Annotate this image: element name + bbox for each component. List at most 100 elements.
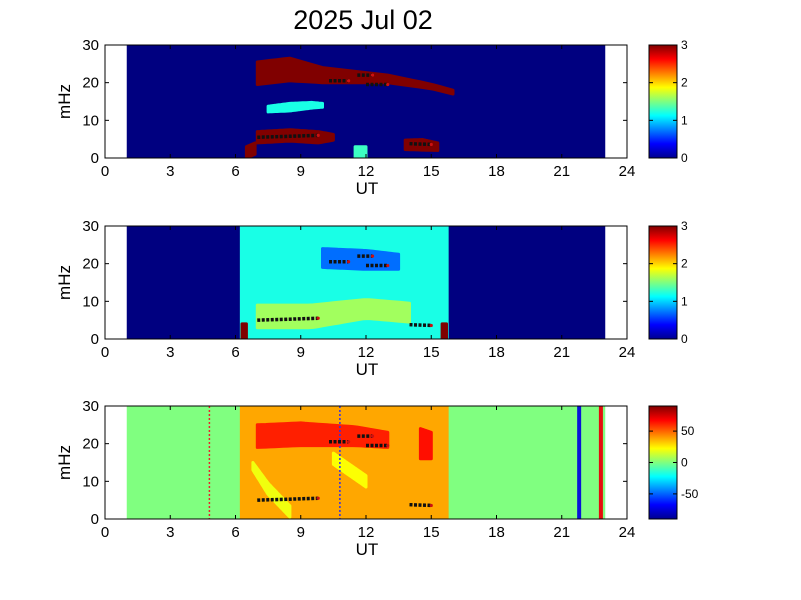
x-tick-label: 15 (423, 524, 440, 541)
marker-end (386, 263, 390, 268)
marker-end (429, 142, 433, 147)
y-axis-label: mHz (55, 445, 74, 480)
panel-3: 0 3 6 9 12 15 18 21 24 0 10 20 30 UT mHz 50 0 -50 (55, 398, 699, 559)
marker-end (370, 434, 375, 438)
colorbar-tick-label: 1 (681, 294, 688, 308)
y-tick-label: 0 (91, 511, 99, 528)
heatmap-region (251, 461, 292, 519)
x-tick-label: 24 (619, 163, 636, 180)
y-tick-label: 30 (82, 37, 99, 54)
x-axis-label: UT (356, 179, 379, 198)
x-tick-label: 6 (231, 524, 239, 541)
colorbar: 50 0 -50 (648, 405, 699, 520)
x-tick-label: 9 (297, 524, 305, 541)
marker-end (316, 496, 320, 500)
x-tick-label: 18 (488, 524, 505, 541)
marker-end (429, 503, 433, 508)
colorbar-tick-label: -50 (681, 487, 699, 501)
heatmap-region (255, 56, 455, 96)
x-tick-label: 12 (358, 344, 375, 361)
heatmap-region (403, 138, 440, 152)
marker-end (316, 133, 320, 137)
heatmap-region (255, 421, 390, 449)
x-tick-label: 6 (231, 344, 239, 361)
y-tick-label: 10 (82, 293, 99, 310)
y-tick-label: 20 (82, 436, 99, 453)
y-tick-label: 30 (82, 218, 99, 235)
x-tick-label: 15 (423, 344, 440, 361)
x-tick-label: 9 (297, 163, 305, 180)
colorbar-tick-label: 3 (681, 38, 688, 52)
x-tick-label: 21 (553, 344, 570, 361)
x-tick-label: 24 (619, 524, 636, 541)
y-tick-label: 20 (82, 75, 99, 92)
marker-end (429, 323, 433, 328)
marker-track (409, 141, 432, 147)
x-tick-label: 12 (358, 524, 375, 541)
x-tick-label: 15 (423, 163, 440, 180)
x-tick-label: 6 (231, 163, 239, 180)
heatmap-region (353, 145, 368, 158)
x-tick-label: 3 (166, 524, 174, 541)
x-tick-label: 21 (553, 163, 570, 180)
marker-end (316, 316, 320, 320)
colorbar-tick-label: 3 (681, 219, 688, 233)
marker-track (257, 133, 319, 140)
colorbar-tick-label: 0 (681, 456, 688, 470)
x-axis-label: UT (356, 360, 379, 379)
x-axis-label: UT (356, 540, 379, 559)
heatmap-region (440, 322, 448, 339)
colorbar-tick-label: 50 (681, 424, 695, 438)
marker-end (386, 443, 390, 448)
x-tick-label: 9 (297, 344, 305, 361)
marker-track (409, 322, 432, 328)
marker-track (257, 496, 319, 502)
y-tick-label: 0 (91, 331, 99, 348)
x-tick-label: 21 (553, 524, 570, 541)
y-tick-label: 20 (82, 256, 99, 273)
x-tick-label: 3 (166, 344, 174, 361)
heatmap-background (126, 45, 606, 158)
x-tick-label: 12 (358, 163, 375, 180)
colorbar-tick-label: 1 (681, 113, 688, 127)
marker-track (409, 502, 432, 508)
colorbar: 0 1 2 3 (648, 219, 688, 346)
heatmap-region (418, 427, 433, 461)
colorbar-tick-label: 0 (681, 151, 688, 165)
marker-end (386, 82, 390, 87)
x-tick-label: 0 (101, 524, 109, 541)
colorbar-tick-label: 0 (681, 332, 688, 346)
marker-end (370, 254, 375, 258)
marker-end (347, 260, 351, 264)
marker-end (347, 79, 351, 83)
x-tick-label: 0 (101, 344, 109, 361)
colorbar-tick-label: 2 (681, 257, 688, 271)
x-tick-label: 24 (619, 344, 636, 361)
x-tick-label: 18 (488, 344, 505, 361)
x-tick-label: 0 (101, 163, 109, 180)
heatmap-region (244, 141, 257, 158)
colorbar-gradient (649, 45, 677, 158)
chart-title: 2025 Jul 02 (293, 5, 433, 35)
heatmap-region (266, 100, 324, 114)
y-axis-label: mHz (55, 84, 74, 119)
colorbar: 0 1 2 3 (648, 38, 688, 165)
y-tick-label: 30 (82, 398, 99, 415)
colorbar-gradient (649, 406, 677, 519)
colorbar-tick-label: 2 (681, 76, 688, 90)
heatmap-region (240, 322, 248, 339)
y-tick-label: 10 (82, 473, 99, 490)
x-tick-label: 3 (166, 163, 174, 180)
y-tick-label: 0 (91, 150, 99, 167)
marker-end (347, 440, 351, 444)
y-axis-label: mHz (55, 265, 74, 300)
x-tick-label: 18 (488, 163, 505, 180)
colorbar-gradient (649, 226, 677, 339)
marker-end (370, 73, 375, 77)
heatmap-region (331, 451, 368, 489)
y-tick-label: 10 (82, 112, 99, 129)
marker-track (257, 316, 319, 322)
